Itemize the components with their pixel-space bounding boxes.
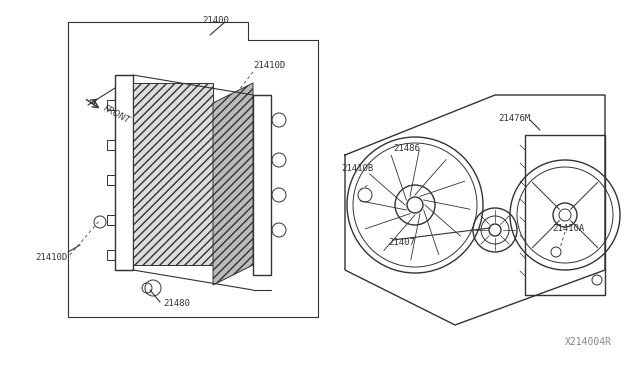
- Text: X214004R: X214004R: [565, 337, 612, 347]
- Bar: [107, 100, 115, 110]
- Bar: [107, 250, 115, 260]
- Text: 21410B: 21410B: [341, 164, 373, 173]
- Polygon shape: [133, 83, 213, 265]
- Bar: [107, 140, 115, 150]
- Bar: [107, 175, 115, 185]
- Text: 21486: 21486: [393, 144, 420, 153]
- Text: 21407: 21407: [388, 237, 415, 247]
- Bar: [115, 75, 133, 270]
- Bar: [107, 215, 115, 225]
- Text: 21410D: 21410D: [253, 61, 285, 70]
- Bar: [525, 135, 605, 295]
- Text: FRONT: FRONT: [102, 104, 132, 126]
- Bar: [253, 95, 271, 275]
- Text: 21400: 21400: [202, 16, 229, 25]
- Text: 21476M: 21476M: [498, 113, 531, 122]
- Text: 21480: 21480: [163, 298, 190, 308]
- Text: 21410A: 21410A: [552, 224, 584, 232]
- Text: 21410D: 21410D: [35, 253, 67, 263]
- Polygon shape: [213, 83, 253, 285]
